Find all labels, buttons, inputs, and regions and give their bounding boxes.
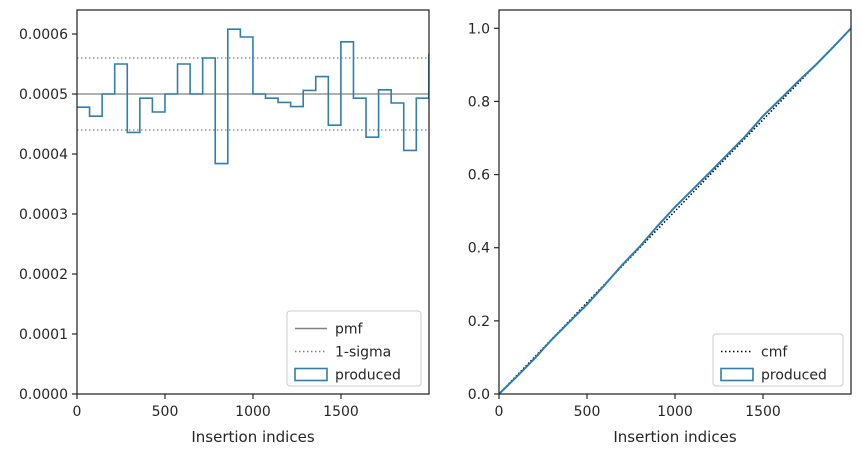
x-tick-label: 0 <box>495 404 504 420</box>
x-tick-label: 1500 <box>323 404 359 420</box>
legend-label: produced <box>335 368 401 384</box>
y-tick-label: 0.0000 <box>19 387 68 403</box>
x-tick-label: 1000 <box>657 404 693 420</box>
legend-handle <box>720 367 754 382</box>
x-tick-label: 1500 <box>745 404 781 420</box>
legend: cmf produced <box>712 333 844 387</box>
x-axis-label: Insertion indices <box>613 428 736 446</box>
cumulative-panel: 0 500 1000 1500 0.0 0.2 0.4 0.6 0.8 1.0 Insertion … <box>468 9 852 446</box>
legend-label: 1-sigma <box>335 345 391 361</box>
legend-label: pmf <box>335 322 364 338</box>
legend-handle <box>294 367 328 382</box>
plot-area <box>77 28 429 165</box>
histogram-panel: 0 500 1000 1500 0.0000 0.0001 0.0002 0.0003 0.00… <box>19 9 430 446</box>
y-tick-label: 0.0 <box>468 387 490 403</box>
y-tick-label: 1.0 <box>468 21 490 37</box>
x-tick-label: 500 <box>152 404 179 420</box>
y-tick-label: 0.6 <box>468 168 490 184</box>
plot-area <box>499 27 851 394</box>
legend-label: produced <box>761 368 827 384</box>
x-tick-label: 0 <box>73 404 82 420</box>
legend: pmf 1-sigma produced <box>286 310 422 387</box>
y-tick-label: 0.8 <box>468 94 490 110</box>
x-tick-label: 500 <box>574 404 601 420</box>
y-tick-label: 0.0001 <box>19 327 68 343</box>
legend-box <box>286 310 422 387</box>
series-produced <box>77 28 429 165</box>
y-tick-label: 0.2 <box>468 314 490 330</box>
legend-label: cmf <box>761 345 788 361</box>
x-tick-label: 1000 <box>235 404 271 420</box>
x-axis-label: Insertion indices <box>191 428 314 446</box>
y-tick-label: 0.0006 <box>19 27 68 43</box>
y-tick-label: 0.0005 <box>19 87 68 103</box>
y-tick-label: 0.0002 <box>19 267 68 283</box>
legend-box <box>712 333 844 387</box>
y-tick-label: 0.0003 <box>19 207 68 223</box>
y-tick-label: 0.4 <box>468 241 490 257</box>
y-tick-label: 0.0004 <box>19 147 68 163</box>
series-produced <box>499 27 851 394</box>
